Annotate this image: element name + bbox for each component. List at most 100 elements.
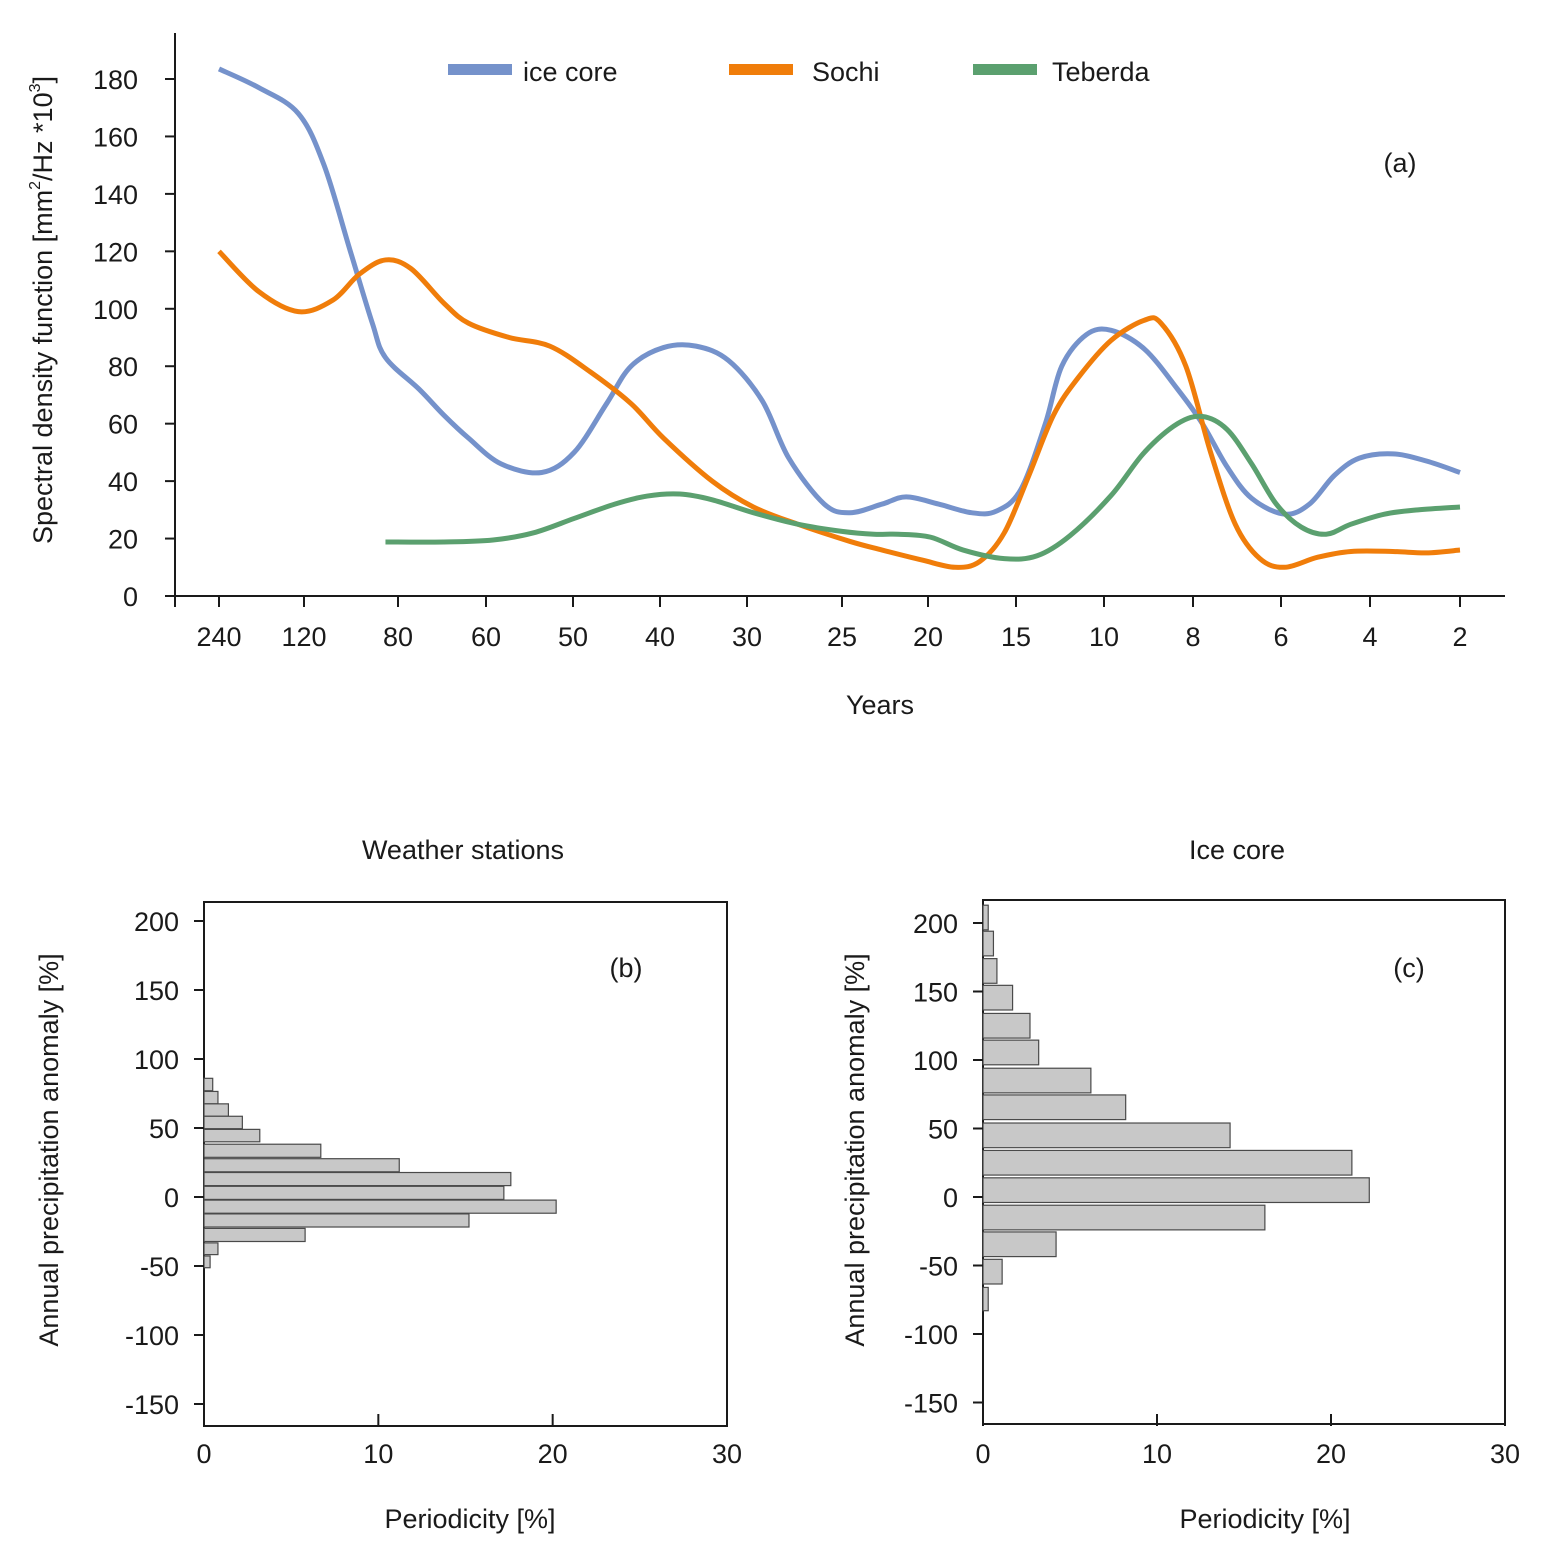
panel-c-title: Ice core — [1189, 835, 1285, 865]
legend-item-sochi[interactable]: Sochi — [729, 57, 880, 87]
panel-a-y-tick-label: 0 — [123, 582, 138, 612]
panel-a-label: (a) — [1384, 148, 1417, 178]
panel-a-y-axis-title: Spectral density function [mm2/Hz *103] — [27, 76, 58, 544]
y-tick-label: 0 — [164, 1183, 179, 1213]
y-tick-label: 200 — [134, 907, 179, 937]
panel-c-y-axis-title: Annual precipitation anomaly [%] — [840, 953, 870, 1346]
histogram-bar — [982, 1258, 1003, 1285]
histogram-bar — [982, 984, 1014, 1011]
series-line-teberda — [385, 413, 1461, 562]
histogram-bar — [203, 1242, 219, 1256]
panel-b-x-axis-title: Periodicity [%] — [384, 1504, 555, 1534]
x-tick-label: 0 — [196, 1439, 211, 1469]
panel-a-x-tick-label: 60 — [471, 622, 501, 652]
y-tick-label: -150 — [904, 1389, 958, 1419]
panel-a-x-tick-label: 15 — [1001, 622, 1031, 652]
y-tick-label: 50 — [149, 1114, 179, 1144]
y-tick-label: -150 — [125, 1390, 179, 1420]
y-tick-label: 200 — [913, 909, 958, 939]
histogram-bar — [203, 1227, 306, 1243]
y-tick-label: -50 — [140, 1252, 179, 1282]
legend-label-teberda: Teberda — [1052, 57, 1151, 87]
histogram-bar — [203, 1199, 557, 1214]
series-line-sochi — [217, 249, 1461, 570]
y-tick-label: -50 — [919, 1252, 958, 1282]
panel-a-y-tick-label: 40 — [108, 467, 138, 497]
histogram-bar — [203, 1255, 211, 1269]
legend: ice core Sochi Teberda — [448, 57, 1151, 87]
panel-b-title: Weather stations — [362, 835, 564, 865]
x-tick-label: 0 — [975, 1439, 990, 1469]
panel-a-y-tick-label: 80 — [108, 352, 138, 382]
panel-a-y-tick-label: 160 — [93, 122, 138, 152]
panel-b-weather-stations-histogram: Weather stations 200150100500-50-100-150… — [34, 835, 742, 1534]
panel-b-y-axis-title: Annual precipitation anomaly [%] — [34, 953, 64, 1346]
histogram-bar — [982, 904, 989, 931]
histogram-bar — [982, 1231, 1057, 1258]
x-tick-label: 20 — [538, 1439, 568, 1469]
histogram-bar — [982, 1094, 1127, 1121]
legend-item-teberda[interactable]: Teberda — [973, 57, 1151, 87]
panel-a-x-tick-label: 240 — [196, 622, 241, 652]
series-line-ice-core — [217, 66, 1461, 517]
y-title-mid: /Hz *10 — [28, 92, 58, 181]
histogram-bar — [203, 1143, 322, 1158]
panel-a-y-tick-label: 120 — [93, 237, 138, 267]
x-tick-label: 10 — [363, 1439, 393, 1469]
y-tick-label: 100 — [913, 1046, 958, 1076]
histogram-bar — [982, 1286, 989, 1312]
legend-swatch-sochi — [729, 64, 793, 75]
histogram-bar — [982, 930, 995, 957]
panel-a-x-tick-label: 120 — [281, 622, 326, 652]
legend-swatch-teberda — [973, 64, 1037, 75]
histogram-bar — [203, 1128, 261, 1143]
histogram-bar — [982, 1039, 1040, 1066]
histogram-bar — [982, 1204, 1266, 1231]
panel-a-x-tick-label: 6 — [1273, 622, 1288, 652]
panel-a-y-tick-label: 60 — [108, 410, 138, 440]
histogram-bar — [982, 1067, 1092, 1094]
y-title-end: ] — [28, 76, 58, 84]
panel-a-x-tick-label: 30 — [732, 622, 762, 652]
x-tick-label: 30 — [1490, 1439, 1520, 1469]
histogram-bar — [982, 958, 998, 984]
panel-a-x-tick-label: 80 — [383, 622, 413, 652]
x-tick-label: 10 — [1142, 1439, 1172, 1469]
histogram-bar — [203, 1171, 512, 1187]
panel-c-x-axis-title: Periodicity [%] — [1179, 1504, 1350, 1534]
histogram-bar — [982, 1177, 1370, 1204]
histogram-bar — [203, 1185, 505, 1201]
histogram-bar — [982, 1122, 1231, 1149]
panel-a-x-tick-label: 50 — [558, 622, 588, 652]
y-title-sup2: 3 — [27, 83, 44, 92]
y-tick-label: 0 — [943, 1183, 958, 1213]
x-tick-label: 30 — [712, 1439, 742, 1469]
histogram-bar — [203, 1103, 230, 1117]
y-tick-label: 150 — [913, 978, 958, 1008]
y-tick-label: -100 — [125, 1321, 179, 1351]
panel-a-x-tick-label: 40 — [645, 622, 675, 652]
legend-swatch-ice-core — [448, 64, 512, 75]
panel-a-x-tick-label: 4 — [1362, 622, 1377, 652]
legend-label-sochi: Sochi — [812, 57, 880, 87]
histogram-bar — [203, 1158, 400, 1173]
panel-a-x-tick-label: 20 — [913, 622, 943, 652]
y-title-sup1: 2 — [27, 181, 44, 190]
panel-a-x-tick-label: 2 — [1452, 622, 1467, 652]
y-tick-label: 50 — [928, 1115, 958, 1145]
y-tick-label: 150 — [134, 976, 179, 1006]
legend-item-ice-core[interactable]: ice core — [448, 57, 618, 87]
histogram-bar — [203, 1115, 243, 1130]
panel-a-spectral-density: 0 20 40 60 80 100 120 140 160 180 240 120 80 60 50 40 3… — [27, 33, 1505, 720]
panel-a-x-tick-label: 8 — [1185, 622, 1200, 652]
panel-a-x-axis-title: Years — [846, 690, 914, 720]
histogram-bar — [203, 1090, 219, 1105]
histogram-bar — [982, 1012, 1031, 1039]
panel-a-y-tick-label: 100 — [93, 295, 138, 325]
panel-a-x-tick-label: 25 — [827, 622, 857, 652]
x-tick-label: 20 — [1316, 1439, 1346, 1469]
y-tick-label: -100 — [904, 1320, 958, 1350]
legend-label-ice-core: ice core — [523, 57, 618, 87]
panel-a-x-tick-label: 10 — [1089, 622, 1119, 652]
